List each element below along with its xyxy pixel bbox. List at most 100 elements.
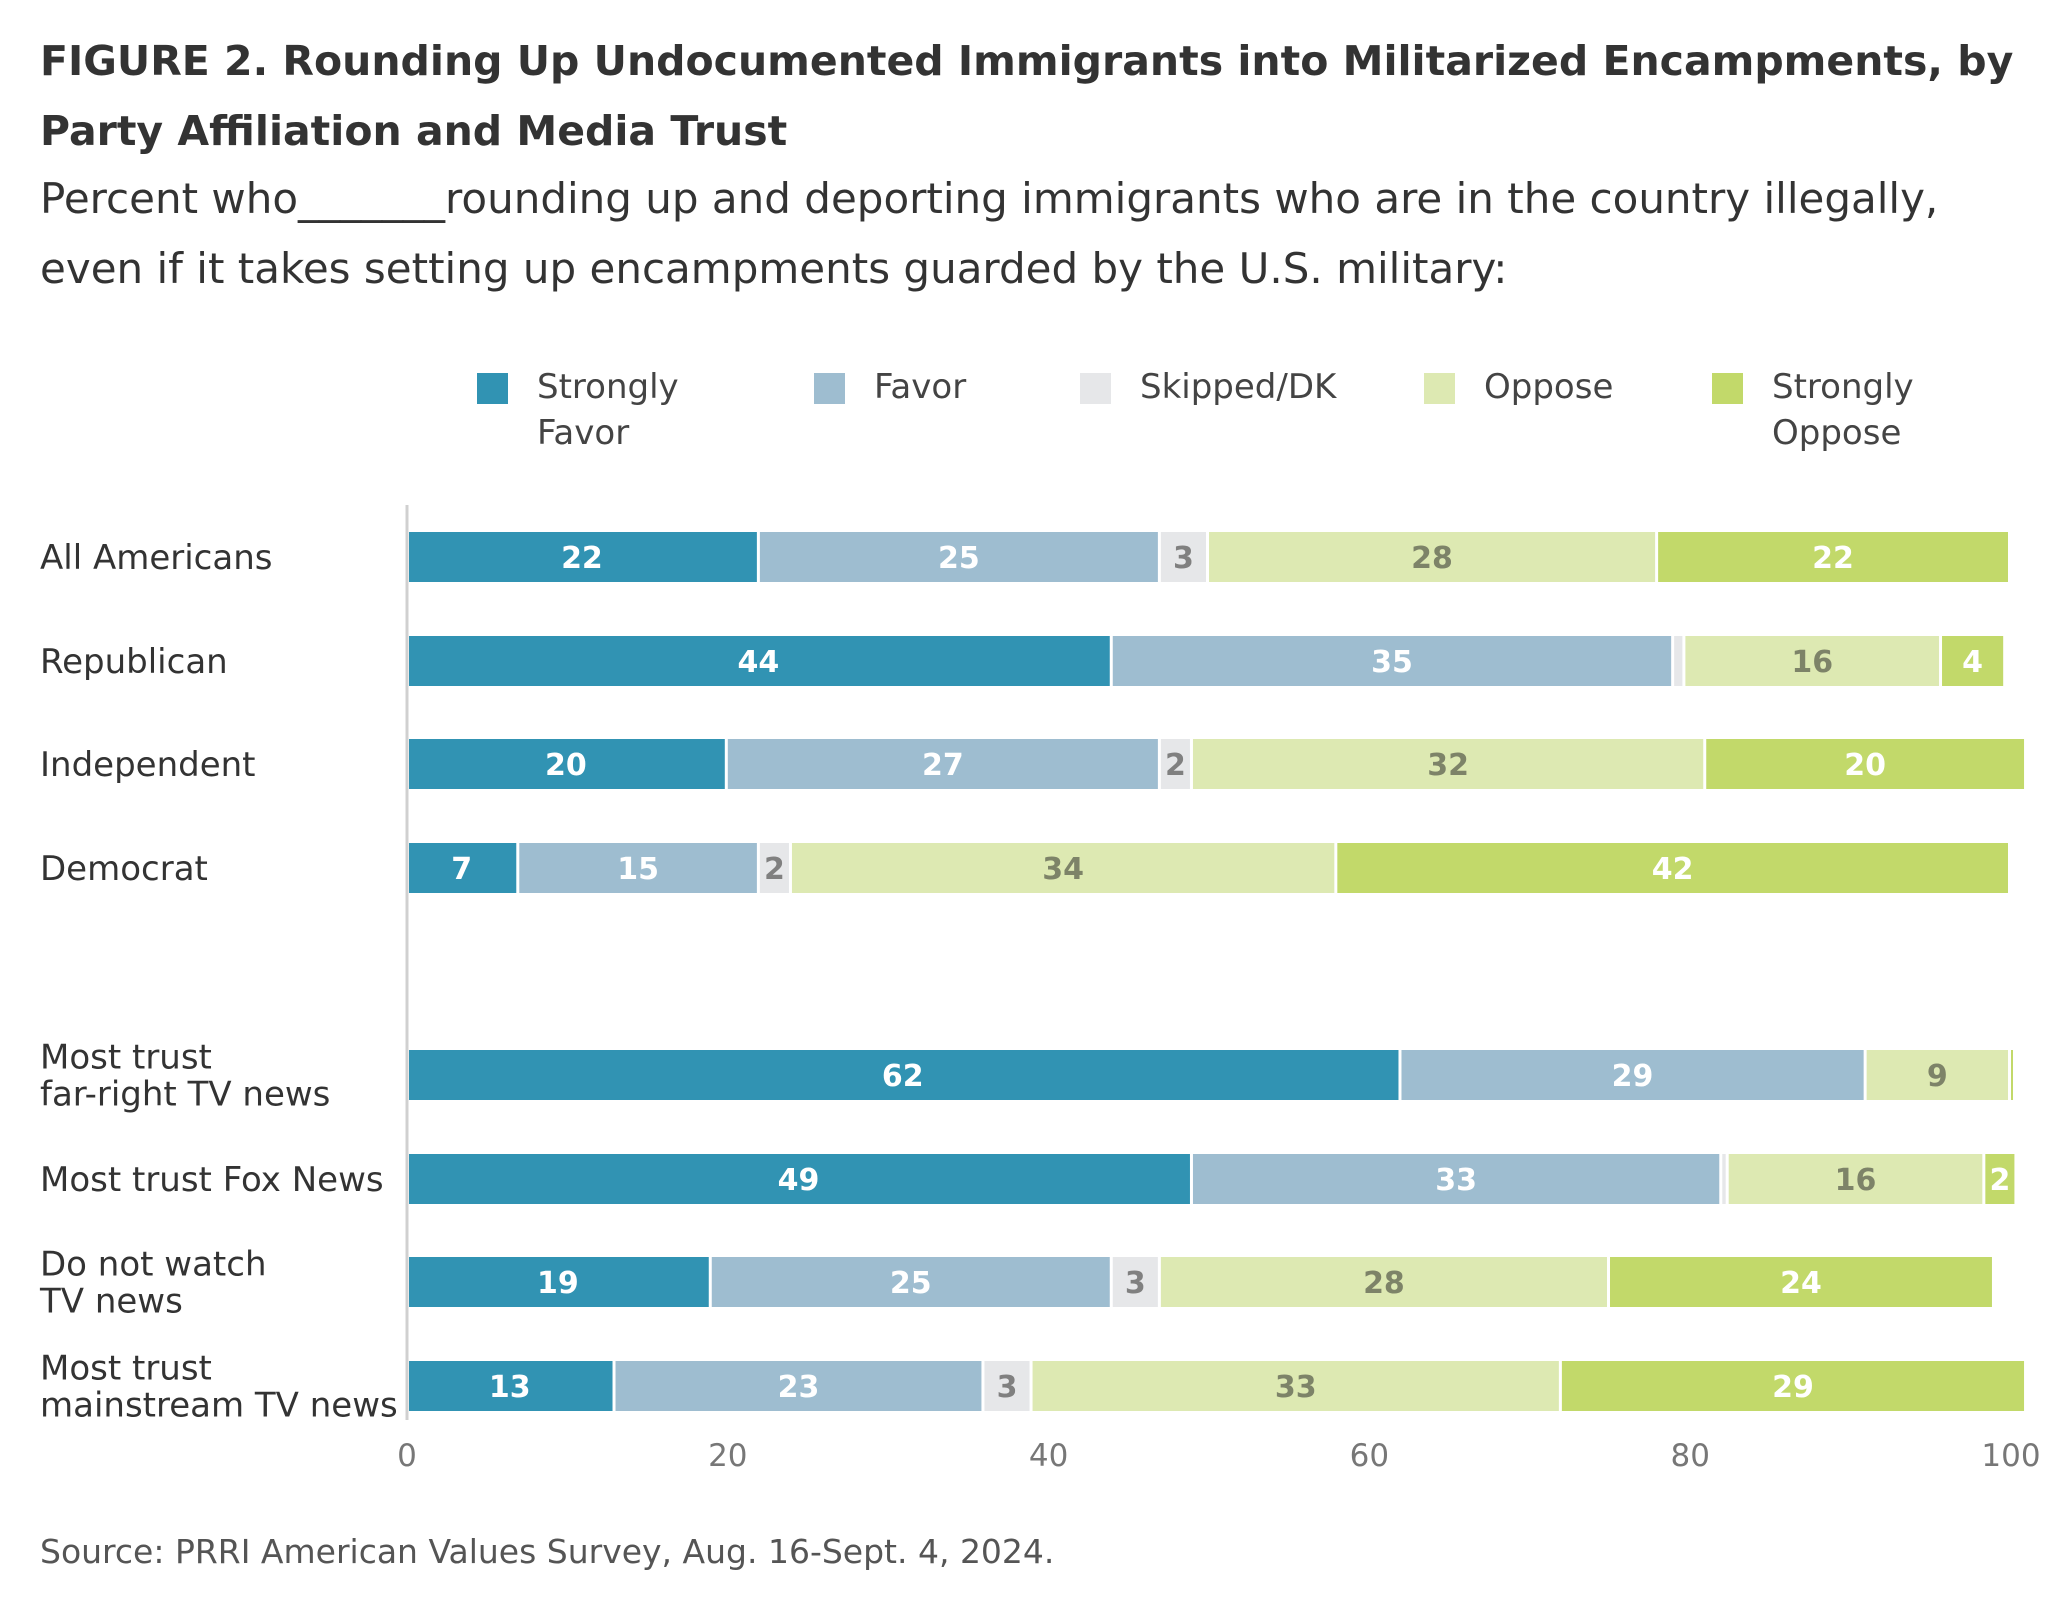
data-label: 32 — [1427, 748, 1469, 783]
legend: Strongly Favor Favor Skipped/DK Oppose Strong… — [477, 367, 1914, 453]
bar-segment — [1985, 1154, 2015, 1204]
category-label: Democrat — [40, 849, 208, 889]
data-label: 28 — [1411, 541, 1453, 576]
bar-segment — [1685, 636, 1940, 686]
data-label: 25 — [890, 1266, 932, 1301]
data-label: 24 — [1780, 1266, 1822, 1301]
bar-segment — [1674, 636, 1683, 686]
data-label: 3 — [997, 1370, 1018, 1405]
data-label: 9 — [1927, 1059, 1948, 1094]
chart-subtitle: Percent who_______rounding up and deport… — [40, 174, 1939, 293]
legend-label: Strongly Oppose — [1772, 367, 1914, 453]
data-label: 22 — [1812, 541, 1854, 576]
data-label: 35 — [1371, 645, 1413, 680]
data-label: 29 — [1772, 1370, 1814, 1405]
data-label: 2 — [764, 852, 785, 887]
data-label: 49 — [778, 1163, 820, 1198]
bar-segment — [1160, 739, 1190, 789]
legend-swatch — [1424, 373, 1455, 404]
category-label: Most trust mainstream TV news — [40, 1349, 398, 1426]
legend-label: Strongly Favor — [537, 367, 679, 453]
bar-segment — [1706, 739, 2025, 789]
plot-area: All Americans Republican Independent Democr… — [39, 532, 2025, 1426]
category-label: Most trust Fox News — [40, 1160, 384, 1200]
bar-segment — [1728, 1154, 1983, 1204]
legend-label: Skipped/DK — [1140, 367, 1338, 407]
data-label: 19 — [537, 1266, 579, 1301]
category-label: Most trust far-right TV news — [40, 1038, 330, 1115]
data-label: 44 — [738, 645, 780, 680]
bar-segment — [409, 843, 517, 893]
bar-segment — [1610, 1257, 1992, 1307]
bar-segment — [791, 843, 1335, 893]
data-label: 28 — [1363, 1266, 1405, 1301]
category-label: Independent — [40, 745, 256, 785]
bar-segment — [409, 739, 725, 789]
data-label: 3 — [1173, 541, 1194, 576]
legend-swatch — [814, 373, 845, 404]
data-label: 33 — [1275, 1370, 1317, 1405]
legend-label: Favor — [874, 367, 966, 407]
bar-segment — [1337, 843, 2008, 893]
source-note: Source: PRRI American Values Survey, Aug… — [40, 1532, 1055, 1571]
bar-segment — [1401, 1050, 1864, 1100]
data-label: 3 — [1125, 1266, 1146, 1301]
x-axis: 0 20 40 60 80 100 — [397, 505, 2041, 1474]
data-label: 20 — [1844, 748, 1886, 783]
x-tick-label: 60 — [1350, 1438, 1389, 1474]
category-label: All Americans — [40, 538, 272, 578]
bar-segment — [1722, 1154, 1726, 1204]
chart-title: FIGURE 2. Rounding Up Undocumented Immig… — [40, 37, 2014, 155]
data-label: 22 — [561, 541, 603, 576]
category-label: Republican — [40, 642, 228, 682]
data-label: 33 — [1435, 1163, 1477, 1198]
x-tick-label: 40 — [1029, 1438, 1068, 1474]
data-label: 62 — [882, 1059, 924, 1094]
bar-segment — [1160, 532, 1206, 582]
bar-segment — [1192, 1154, 1720, 1204]
legend-label: Oppose — [1484, 367, 1613, 407]
data-label: 34 — [1042, 852, 1084, 887]
bar-segment — [409, 1050, 1399, 1100]
bar-segment — [1942, 636, 2004, 686]
bar-segment — [409, 1154, 1190, 1204]
data-label: 4 — [1962, 645, 1983, 680]
bar-segment — [1209, 532, 1656, 582]
data-label: 29 — [1612, 1059, 1654, 1094]
data-label: 13 — [489, 1370, 531, 1405]
x-tick-label: 0 — [397, 1438, 417, 1474]
data-label: 20 — [545, 748, 587, 783]
bar-segment — [1112, 1257, 1158, 1307]
data-label: 27 — [922, 748, 964, 783]
bar-segment — [1112, 636, 1672, 686]
legend-swatch — [1080, 373, 1111, 404]
bar-segment — [984, 1361, 1030, 1411]
x-tick-label: 100 — [1981, 1438, 2040, 1474]
bar-segment — [1160, 1257, 1607, 1307]
data-label: 7 — [451, 852, 472, 887]
bar-segment — [1658, 532, 2008, 582]
x-tick-label: 20 — [708, 1438, 747, 1474]
bar-segment — [409, 1361, 613, 1411]
bar-segment — [711, 1257, 1110, 1307]
data-label: 25 — [938, 541, 980, 576]
legend-swatch — [477, 373, 508, 404]
data-label: 42 — [1652, 852, 1694, 887]
bar-segment — [519, 843, 757, 893]
bar-segment — [2011, 1050, 2013, 1100]
data-label: 2 — [1989, 1163, 2010, 1198]
bar-segment — [409, 636, 1110, 686]
bar-segment — [759, 843, 789, 893]
data-label: 2 — [1165, 748, 1186, 783]
bar-segment — [1032, 1361, 1559, 1411]
data-label: 23 — [778, 1370, 820, 1405]
data-label: 16 — [1835, 1163, 1877, 1198]
bar-segment — [727, 739, 1158, 789]
bar-segment — [615, 1361, 982, 1411]
bar-segment — [409, 532, 757, 582]
legend-swatch — [1712, 373, 1743, 404]
data-label: 16 — [1791, 645, 1833, 680]
category-label: Do not watch TV news — [39, 1245, 267, 1322]
bar-segment — [409, 1257, 709, 1307]
